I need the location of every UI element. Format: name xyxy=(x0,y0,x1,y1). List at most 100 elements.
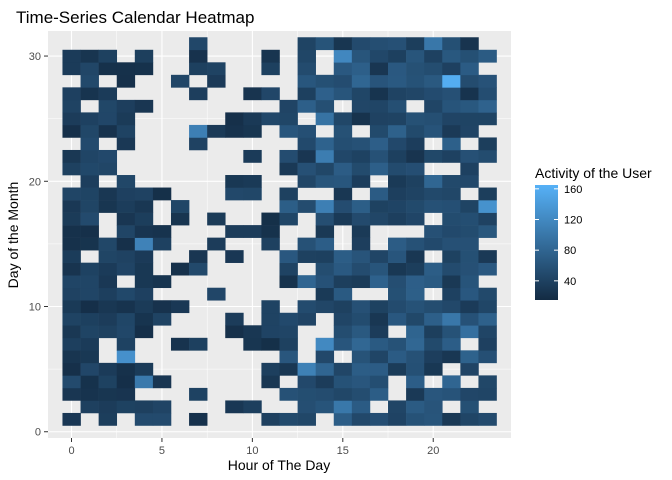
heatmap-tile xyxy=(152,312,172,326)
heatmap-tile xyxy=(333,49,353,63)
heatmap-tile xyxy=(80,275,99,289)
heatmap-tile xyxy=(116,187,136,201)
heatmap-tile xyxy=(460,200,479,213)
heatmap-tile xyxy=(351,87,371,101)
heatmap-tile xyxy=(388,262,407,276)
heatmap-tile xyxy=(478,87,497,101)
heatmap-tile xyxy=(225,124,244,138)
heatmap-tile xyxy=(152,375,172,389)
heatmap-tile xyxy=(189,337,208,351)
heatmap-tile xyxy=(80,62,99,76)
heatmap-tile xyxy=(189,137,208,151)
heatmap-tile xyxy=(62,412,81,426)
heatmap-tile xyxy=(315,300,335,314)
heatmap-tile xyxy=(98,412,118,426)
heatmap-tile xyxy=(442,200,461,213)
heatmap-tile xyxy=(406,287,425,301)
heatmap-tile xyxy=(261,225,280,238)
heatmap-tile xyxy=(297,124,316,138)
heatmap-tile xyxy=(333,112,353,126)
heatmap-tile xyxy=(351,112,371,126)
heatmap-tile xyxy=(478,149,497,163)
heatmap-tile xyxy=(369,187,389,201)
heatmap-tile xyxy=(62,124,81,138)
heatmap-tile xyxy=(351,200,371,213)
heatmap-tile xyxy=(460,49,479,63)
heatmap-tile xyxy=(424,112,443,126)
heatmap-tile xyxy=(315,112,335,126)
heatmap-tile xyxy=(388,62,407,76)
heatmap-tile xyxy=(333,412,353,426)
heatmap-tile xyxy=(62,112,81,126)
heatmap-tile xyxy=(62,250,81,263)
heatmap-tile xyxy=(80,200,99,213)
heatmap-tile xyxy=(424,262,443,276)
heatmap-tile xyxy=(351,175,371,188)
heatmap-tile xyxy=(388,87,407,101)
heatmap-tile xyxy=(297,250,316,263)
heatmap-tile xyxy=(406,162,425,176)
heatmap-tile xyxy=(406,237,425,251)
heatmap-tile xyxy=(261,362,280,376)
legend: Activity of the User 40 80 120 160 xyxy=(535,165,652,300)
heatmap-tile xyxy=(116,99,136,113)
heatmap-tile xyxy=(98,312,118,326)
heatmap-tile xyxy=(243,124,262,138)
heatmap-tile xyxy=(460,275,479,289)
heatmap-tile xyxy=(170,74,190,88)
heatmap-tile xyxy=(170,262,190,276)
heatmap-tile xyxy=(388,200,407,213)
heatmap-tile xyxy=(442,187,461,201)
heatmap-tile xyxy=(134,400,154,414)
heatmap-tile xyxy=(116,325,136,339)
heatmap-tile xyxy=(297,99,316,113)
heatmap-tile xyxy=(388,124,407,138)
y-tick-label: 10 xyxy=(29,302,41,314)
heatmap-tile xyxy=(62,62,81,76)
y-tick-label: 30 xyxy=(29,51,41,63)
heatmap-tile xyxy=(442,337,461,351)
heatmap-tile xyxy=(98,300,118,314)
heatmap-tile xyxy=(116,350,136,364)
heatmap-tile xyxy=(297,387,316,401)
heatmap-tile xyxy=(189,262,208,276)
heatmap-tile xyxy=(315,162,335,176)
heatmap-tile xyxy=(261,375,280,389)
heatmap-tile xyxy=(442,387,461,401)
heatmap-tile xyxy=(333,124,353,138)
heatmap-tile xyxy=(333,287,353,301)
heatmap-tile xyxy=(388,237,407,251)
heatmap-tile xyxy=(442,112,461,126)
heatmap-tile xyxy=(369,49,389,63)
heatmap-tile xyxy=(80,175,99,188)
heatmap-tile xyxy=(460,362,479,376)
heatmap-tile xyxy=(442,124,461,138)
heatmap-tile xyxy=(80,187,99,201)
heatmap-tile xyxy=(80,149,99,163)
heatmap-tile xyxy=(134,287,154,301)
heatmap-tile xyxy=(406,387,425,401)
heatmap-tile xyxy=(478,74,497,88)
heatmap-tile xyxy=(442,99,461,113)
heatmap-tile xyxy=(134,312,154,326)
heatmap-tile xyxy=(62,325,81,339)
heatmap-tile xyxy=(478,287,497,301)
heatmap-tile xyxy=(261,112,280,126)
heatmap-tile xyxy=(369,412,389,426)
heatmap-tile xyxy=(333,137,353,151)
heatmap-tile xyxy=(478,187,497,201)
heatmap-tile xyxy=(62,162,81,176)
heatmap-tile xyxy=(333,37,353,51)
heatmap-tile xyxy=(351,337,371,351)
heatmap-tile xyxy=(388,400,407,414)
heatmap-tile xyxy=(134,187,154,201)
heatmap-tile xyxy=(424,350,443,364)
heatmap-tile xyxy=(62,375,81,389)
heatmap-tile xyxy=(315,337,335,351)
legend-ticks: 40 80 120 160 xyxy=(535,184,582,288)
heatmap-tile xyxy=(80,162,99,176)
heatmap-tile xyxy=(424,225,443,238)
heatmap-tile xyxy=(460,262,479,276)
heatmap-tile xyxy=(369,262,389,276)
